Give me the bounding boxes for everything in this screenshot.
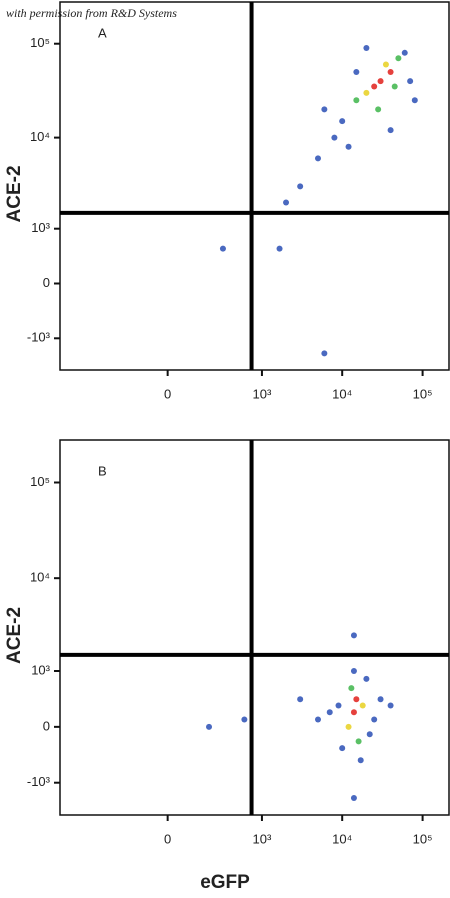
event-point (331, 134, 338, 141)
event-point (348, 685, 355, 692)
x-tick-label: 0 (164, 386, 171, 401)
event-point (350, 632, 357, 639)
y-tick-label: 10⁵ (30, 474, 50, 489)
x-tick-label: 0 (164, 831, 171, 846)
y-tick-label: 0 (43, 275, 50, 290)
event-point (314, 155, 321, 162)
plot-frame (59, 439, 450, 816)
event-point (321, 350, 328, 357)
event-point (387, 68, 394, 75)
event-point (314, 716, 321, 723)
x-tick-label: 10³ (253, 386, 272, 401)
x-tick-label: 10⁴ (332, 386, 352, 401)
y-axis-label: ACE-2 (4, 607, 25, 664)
panel-label: A (98, 25, 107, 40)
event-point (387, 127, 394, 134)
y-tick-label: 10³ (31, 662, 50, 677)
event-point (357, 757, 364, 764)
y-axis-label: ACE-2 (4, 165, 25, 222)
event-point (359, 702, 366, 709)
y-tick-label: 10⁴ (30, 570, 50, 585)
event-point (353, 696, 360, 703)
panel-label: B (98, 463, 107, 478)
y-tick-label: 10³ (31, 220, 50, 235)
event-point (363, 89, 370, 96)
event-point (371, 83, 378, 90)
event-point (395, 55, 402, 62)
x-tick-label: 10⁵ (413, 831, 433, 846)
y-tick-label: 10⁵ (30, 35, 50, 50)
event-point (326, 709, 333, 716)
y-tick-label: -10³ (27, 774, 51, 789)
event-point (350, 795, 357, 802)
event-point (353, 97, 360, 104)
event-point (371, 716, 378, 723)
x-tick-label: 10⁴ (332, 831, 352, 846)
plot-frame (59, 1, 450, 371)
event-point (350, 668, 357, 675)
event-point (321, 106, 328, 113)
event-point (219, 245, 226, 252)
event-point (382, 61, 389, 68)
x-axis-label: eGFP (200, 872, 250, 893)
x-tick-label: 10³ (253, 831, 272, 846)
y-tick-label: -10³ (27, 330, 51, 345)
event-point (363, 45, 370, 52)
event-point (283, 199, 290, 206)
event-point (297, 183, 304, 190)
event-point (377, 696, 384, 703)
event-point (297, 696, 304, 703)
event-point (387, 702, 394, 709)
x-tick-label: 10⁵ (413, 386, 433, 401)
event-point (401, 49, 408, 56)
event-point (411, 97, 418, 104)
event-point (377, 78, 384, 85)
event-point (339, 745, 346, 752)
event-point (366, 731, 373, 738)
y-tick-label: 10⁴ (30, 129, 50, 144)
event-point (345, 723, 352, 730)
event-point (339, 118, 346, 125)
event-point (345, 143, 352, 150)
event-point (363, 675, 370, 682)
event-point (353, 68, 360, 75)
event-point (355, 738, 362, 745)
event-point (276, 245, 283, 252)
event-point (241, 716, 248, 723)
y-tick-label: 0 (43, 718, 50, 733)
event-point (375, 106, 382, 113)
event-point (391, 83, 398, 90)
event-point (206, 723, 213, 730)
event-point (335, 702, 342, 709)
event-point (407, 78, 414, 85)
watermark: with permission from R&D Systems (6, 6, 177, 20)
event-point (350, 709, 357, 716)
